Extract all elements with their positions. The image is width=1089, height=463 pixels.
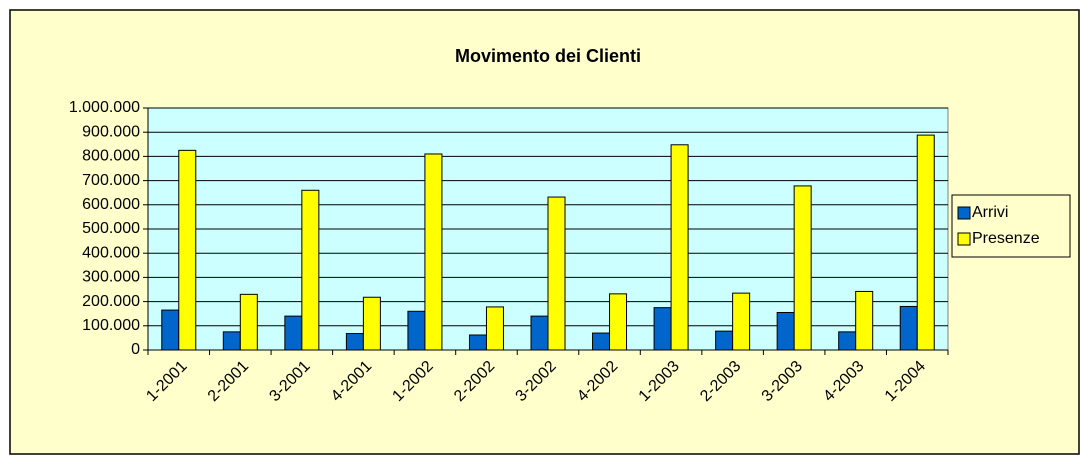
bar (407, 310, 426, 351)
bar (653, 307, 672, 351)
y-tick-label: 400.000 (82, 244, 140, 261)
y-tick-label: 700.000 (82, 172, 140, 189)
bar (732, 292, 751, 351)
y-tick-label: 800.000 (82, 148, 140, 165)
legend-swatch (957, 232, 971, 246)
y-tick-label: 100.000 (82, 317, 140, 334)
bar (345, 333, 364, 351)
bar (855, 290, 874, 351)
bar (222, 331, 241, 351)
bar (609, 293, 628, 351)
bar (899, 305, 918, 351)
y-tick-label: 300.000 (82, 269, 140, 286)
bar (161, 309, 180, 351)
bar (592, 332, 611, 351)
y-tick-label: 200.000 (82, 293, 140, 310)
y-tick-label: 600.000 (82, 196, 140, 213)
bar (284, 315, 303, 351)
bar (715, 330, 734, 351)
y-tick-label: 0 (131, 341, 140, 358)
y-tick-label: 900.000 (82, 123, 140, 140)
bar (485, 306, 504, 351)
bar (362, 296, 381, 351)
bar (301, 189, 320, 351)
bar (776, 311, 795, 351)
chart-title: Movimento dei Clienti (455, 46, 641, 66)
legend-label: Presenze (972, 230, 1040, 247)
y-tick-label: 500.000 (82, 220, 140, 237)
bar (530, 315, 549, 351)
bar (239, 293, 258, 351)
bar (916, 134, 935, 351)
bar (838, 331, 857, 351)
bar (468, 334, 487, 351)
bar (670, 144, 689, 351)
bar (793, 185, 812, 351)
bar (547, 196, 566, 351)
legend-label: Arrivi (972, 204, 1008, 221)
legend (951, 194, 1071, 258)
y-tick-label: 1.000.000 (69, 99, 140, 116)
bar (424, 153, 443, 351)
legend-swatch (957, 206, 971, 220)
bar (178, 149, 197, 351)
